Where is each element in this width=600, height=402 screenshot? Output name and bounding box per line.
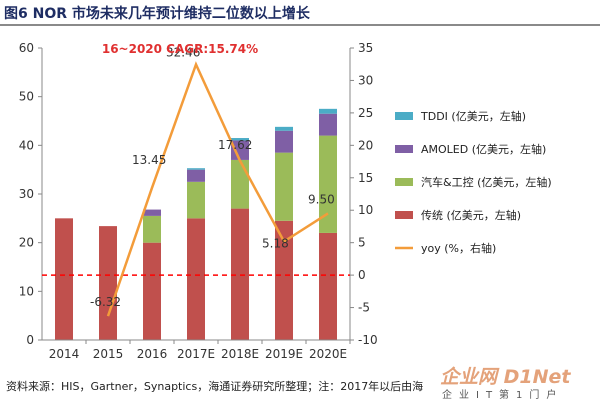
right-tick-label: 0 <box>358 268 366 282</box>
right-tick-label: -10 <box>358 333 378 347</box>
left-tick-label: 30 <box>19 187 34 201</box>
chart: 0 10 20 30 40 50 60 -10 -5 0 5 10 15 20 25 30 35 2014 2015… <box>19 41 552 361</box>
left-tick-label: 40 <box>19 138 34 152</box>
right-tick-label: -5 <box>358 301 370 315</box>
x-tick-label: 2020E <box>309 347 347 361</box>
bar-amoled <box>231 140 249 160</box>
legend-label-traditional: 传统 (亿美元，左轴) <box>421 208 521 222</box>
bar-traditional <box>187 218 205 340</box>
legend-label-yoy: yoy (%，右轴) <box>421 241 496 255</box>
left-tick-label: 0 <box>26 333 34 347</box>
right-tick-label: 25 <box>358 106 373 120</box>
x-tick-label: 2017E <box>177 347 215 361</box>
yoy-data-label: 5.18 <box>262 236 289 250</box>
bar-traditional <box>319 232 337 340</box>
legend-swatch-traditional <box>395 211 413 219</box>
source-note: 资料来源：HIS，Gartner，Synaptics，海通证券研究所整理；注：2… <box>6 380 424 393</box>
yoy-data-label: 13.45 <box>132 153 166 167</box>
watermark-text: 企业网 D1Net <box>440 366 571 388</box>
right-tick-label: 5 <box>358 236 366 250</box>
right-tick-label: 35 <box>358 41 373 55</box>
right-tick-label: 20 <box>358 138 373 152</box>
left-tick-label: 50 <box>19 90 34 104</box>
x-tick-label: 2015 <box>93 347 124 361</box>
bar-amoled <box>319 113 337 136</box>
bar-traditional <box>275 220 293 340</box>
bar-traditional <box>143 242 161 340</box>
yoy-line <box>106 61 329 317</box>
left-tick-label: 60 <box>19 41 34 55</box>
watermark-subtitle: 企业IT第1门户 <box>442 390 564 401</box>
bar-auto <box>143 215 161 243</box>
x-tick-label: 2018E <box>221 347 259 361</box>
bar-traditional <box>99 226 117 340</box>
watermark-logo: 企业网 D1Net 企业IT第1门户 <box>440 362 600 402</box>
bar-auto <box>319 135 337 233</box>
title-bar: 图6 NOR 市场未来几年预计维持二位数以上增长 <box>0 0 600 26</box>
yoy-data-label: -6.32 <box>90 295 121 309</box>
left-tick-label: 10 <box>19 284 34 298</box>
figure-title: 图6 NOR 市场未来几年预计维持二位数以上增长 <box>4 6 310 22</box>
legend-swatch-tddi <box>395 112 413 120</box>
legend-label-amoled: AMOLED (亿美元，左轴) <box>421 142 546 156</box>
bar-tddi <box>187 168 205 170</box>
right-tick-label: 15 <box>358 171 373 185</box>
bar-traditional <box>231 208 249 340</box>
x-tick-label: 2019E <box>265 347 303 361</box>
bar-auto <box>275 152 293 221</box>
right-tick-label: 10 <box>358 203 373 217</box>
left-tick-label: 20 <box>19 236 34 250</box>
legend-swatch-auto <box>395 178 413 186</box>
bar-amoled <box>143 209 161 216</box>
bar-amoled <box>275 130 293 153</box>
right-tick-label: 30 <box>358 73 373 87</box>
cagr-annotation: 16~2020 CAGR:15.74% <box>102 42 258 56</box>
bar-tddi <box>275 126 293 131</box>
bar-tddi <box>319 108 337 114</box>
bar-auto <box>187 181 205 219</box>
bar-traditional <box>55 218 73 340</box>
yoy-data-label: 32.46 <box>166 45 200 59</box>
legend-swatch-amoled <box>395 145 413 153</box>
yoy-data-label: 17.62 <box>218 138 252 152</box>
legend-label-auto: 汽车&工控 (亿美元，左轴) <box>421 175 552 189</box>
legend-label-tddi: TDDI (亿美元，左轴) <box>420 109 526 123</box>
x-tick-label: 2016 <box>137 347 168 361</box>
bar-auto <box>231 159 249 209</box>
x-tick-label: 2014 <box>49 347 80 361</box>
bar-tddi <box>231 138 249 141</box>
bar-amoled <box>187 169 205 182</box>
yoy-data-label: 9.50 <box>308 192 335 206</box>
